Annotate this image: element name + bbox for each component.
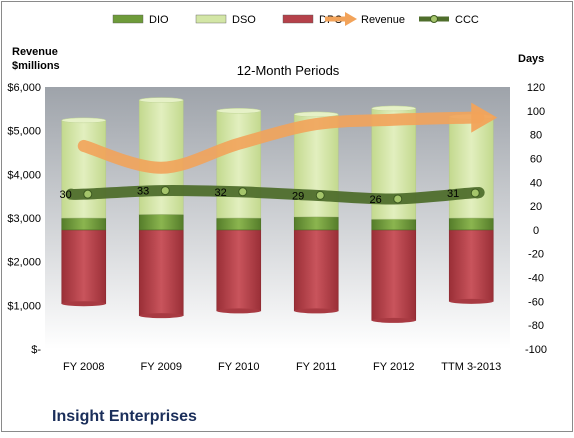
legend-marker [430,15,438,23]
x-tick-label: FY 2011 [296,361,337,373]
ccc-data-label: 31 [447,188,459,200]
right-tick-label: 80 [530,130,542,142]
ccc-data-label: 29 [292,190,304,202]
right-tick-label: -40 [528,273,544,285]
dpo-bar-cap [216,308,261,314]
dpo-bar-cap [449,298,494,304]
left-tick-label: $3,000 [7,213,41,225]
legend-item-ccc: CCC [419,14,479,26]
legend-label: DIO [149,14,169,26]
ccc-point [160,186,170,196]
bar-series [61,97,494,323]
ccc-point [83,189,93,199]
left-tick-label: $- [31,344,41,356]
left-axis: $- $1,000 $2,000 $3,000 $4,000 $5,000 $6,000 [7,82,41,356]
dpo-bar-cap [294,308,339,314]
dpo-bar [371,229,417,321]
dso-bar-cap [294,111,339,118]
dio-bar [138,214,184,231]
right-tick-label: -60 [528,296,544,308]
ccc-point [238,187,248,197]
revenue-line [77,111,485,174]
dso-bar-cap [371,105,416,112]
ccc-data-label: 30 [60,189,72,201]
x-tick-label: FY 2012 [373,361,414,373]
dso-bar [216,110,262,219]
legend-swatch-arrowhead [345,12,357,26]
ccc-point [315,190,325,200]
right-axis: -100 -80 -60 -40 -20 0 20 40 60 80 100 120 [525,82,547,356]
legend-item-dso: DSO [195,14,256,26]
x-tick-label: TTM 3-2013 [441,361,501,373]
right-tick-label: 20 [530,201,542,213]
right-tick-label: -80 [528,320,544,332]
dso-bar-cap [139,97,184,103]
legend-label: CCC [455,14,479,26]
left-tick-label: $4,000 [7,169,41,181]
left-axis-title-line2: $millions [12,60,60,72]
dio-bar [61,217,107,231]
left-tick-label: $1,000 [7,300,41,312]
revenue-arrowhead [471,102,498,133]
ccc-point [470,188,480,198]
legend-item-dio: DIO [112,14,169,26]
legend-label: DSO [232,14,256,26]
legend-swatch [195,14,227,24]
revenue-series [77,102,498,174]
right-tick-label: -100 [525,344,547,356]
x-axis: FY 2008 FY 2009 FY 2010 FY 2011 FY 2012 TTM 3… [63,361,501,373]
dpo-bar-cap [139,313,184,319]
legend: DIODSODPORevenueCCC [112,12,479,26]
legend-label: Revenue [361,14,405,26]
right-tick-label: 60 [530,153,542,165]
legend-swatch [282,14,314,24]
ccc-data-label: 32 [215,187,227,199]
dio-bar [216,217,262,231]
right-tick-label: 40 [530,177,542,189]
left-tick-label: $6,000 [7,82,41,94]
plot-area [45,87,510,349]
dso-bar [448,116,494,219]
dso-bar-cap [216,108,261,114]
dso-bar-cap [61,117,106,124]
right-tick-label: 120 [527,82,545,94]
dpo-bar [138,229,184,316]
company-name: Insight Enterprises [52,408,197,425]
dpo-bar-cap [371,317,416,323]
dpo-bar-cap [61,301,106,307]
right-axis-title: Days [518,53,544,65]
left-axis-title-line1: Revenue [12,46,58,58]
chart-title: 12-Month Periods [237,63,340,78]
right-tick-label: 0 [533,225,539,237]
x-tick-label: FY 2010 [218,361,259,373]
ccc-point [393,194,403,204]
left-tick-label: $5,000 [7,126,41,138]
dpo-bar [448,229,494,302]
ccc-data-label: 26 [370,194,382,206]
dio-bar [293,216,339,231]
left-tick-label: $2,000 [7,257,41,269]
x-tick-label: FY 2009 [141,361,182,373]
right-tick-label: 100 [527,106,545,118]
ccc-line [65,185,485,205]
dpo-bar [216,229,262,312]
legend-item-revenue: Revenue [325,12,405,26]
legend-swatch [112,14,144,24]
dpo-bar [61,229,107,305]
ccc-series: 30 33 32 29 26 31 [60,185,485,206]
dio-bar [371,218,417,231]
right-tick-label: -20 [528,249,544,261]
x-tick-label: FY 2008 [63,361,104,373]
dio-bar [448,217,494,231]
dpo-bar [293,229,339,312]
dso-bar [61,120,107,219]
ccc-data-label: 33 [137,186,149,198]
